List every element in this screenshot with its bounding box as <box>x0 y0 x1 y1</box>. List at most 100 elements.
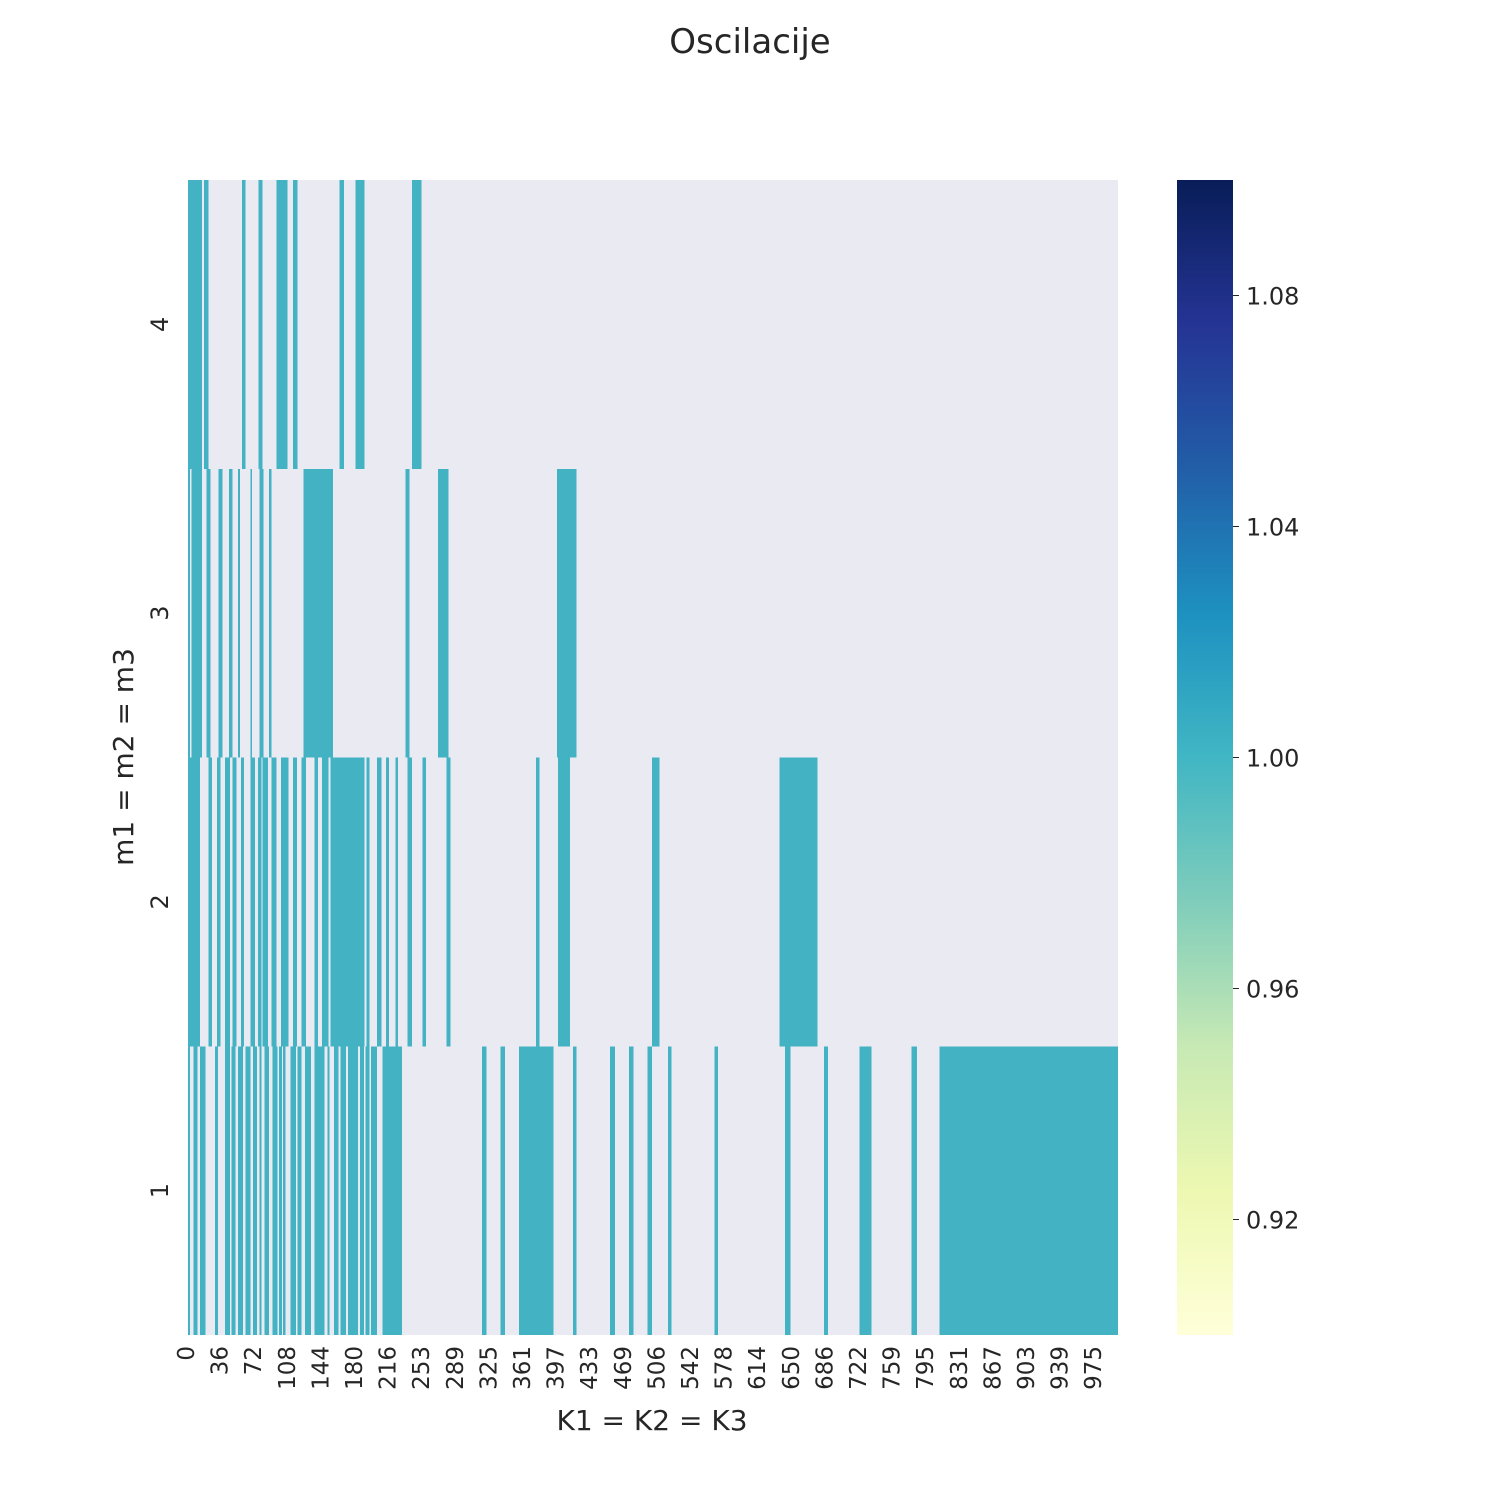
x-tick-labels: 0 36 72 108 144 180 216 253 289 325 361 397 433 469 50… <box>174 1346 1107 1390</box>
heatmap-cell <box>271 757 277 1047</box>
heatmap-cell <box>422 757 427 1047</box>
heatmap-cell <box>191 468 202 758</box>
heatmap-cell <box>366 757 370 1047</box>
colorbar-tick-label: 0.96 <box>1246 976 1299 1004</box>
heatmap-cell <box>290 1046 296 1335</box>
colorbar <box>1177 180 1233 1335</box>
colorbar-tick-labels: 0.92 0.96 1.00 1.04 1.08 <box>1233 283 1299 1235</box>
heatmap-cell <box>481 1046 487 1335</box>
heatmap-cell <box>911 1046 918 1335</box>
heatmap-cell <box>301 757 307 1047</box>
x-tick-label: 939 <box>1048 1346 1074 1390</box>
x-tick-label: 903 <box>1014 1346 1040 1390</box>
heatmap-cell <box>314 1046 320 1335</box>
heatmap-cell <box>193 1046 198 1335</box>
heatmap-cell <box>859 1046 872 1335</box>
heatmap-cell <box>208 757 213 1047</box>
x-axis-label: K1 = K2 = K3 <box>556 1404 747 1437</box>
heatmap-cell <box>319 1046 325 1335</box>
x-tick-label: 722 <box>846 1346 872 1390</box>
colorbar-tick-label: 0.92 <box>1246 1207 1299 1235</box>
y-tick-label: 1 <box>146 1183 174 1198</box>
heatmap-cell <box>714 1046 719 1335</box>
heatmap-cell <box>500 1046 506 1335</box>
heatmap-cell <box>340 1046 347 1335</box>
heatmap-cell <box>228 468 233 758</box>
heatmap-cell <box>232 757 237 1047</box>
heatmap-cell <box>349 757 361 1047</box>
heatmap-cell <box>939 1046 1118 1335</box>
heatmap-cell <box>390 1046 402 1335</box>
heatmap-cell <box>225 1046 230 1335</box>
heatmap-cell <box>355 180 365 469</box>
heatmap-cells <box>188 180 1118 1335</box>
heatmap-cell <box>250 468 253 758</box>
heatmap-cell <box>365 1046 370 1335</box>
heatmap-cell <box>238 1046 243 1335</box>
heatmap-cell <box>360 1046 364 1335</box>
heatmap-cell <box>241 180 246 469</box>
x-tick-label: 469 <box>611 1346 637 1390</box>
heatmap-cell <box>281 757 289 1047</box>
heatmap-cell <box>264 1046 269 1335</box>
heatmap-cell <box>557 468 577 758</box>
x-tick-label: 686 <box>812 1346 838 1390</box>
heatmap-cell <box>272 1046 278 1335</box>
heatmap-cell <box>257 757 262 1047</box>
x-tick-label: 867 <box>980 1346 1006 1390</box>
heatmap-cell <box>339 180 345 469</box>
heatmap-cell <box>262 757 268 1047</box>
heatmap-cell <box>305 1046 311 1335</box>
x-tick-label: 506 <box>644 1346 670 1390</box>
x-tick-label: 72 <box>241 1346 267 1375</box>
heatmap-cell <box>216 757 221 1047</box>
heatmap-cell <box>259 468 264 758</box>
x-tick-label: 36 <box>208 1346 234 1375</box>
y-tick-label: 3 <box>146 605 174 620</box>
x-tick-label: 831 <box>947 1346 973 1390</box>
heatmap-cell <box>200 1046 206 1335</box>
x-tick-label: 216 <box>376 1346 402 1390</box>
heatmap-cell <box>334 1046 339 1335</box>
heatmap-cell <box>241 757 244 1047</box>
heatmap-cell <box>647 1046 653 1335</box>
heatmap-cell <box>667 1046 672 1335</box>
y-tick-label: 4 <box>146 317 174 332</box>
heatmap-cell <box>386 757 389 1047</box>
heatmap-cell <box>558 757 571 1047</box>
chart-title: Oscilacije <box>669 22 831 62</box>
heatmap-cell <box>214 1046 218 1335</box>
x-tick-label: 614 <box>745 1346 771 1390</box>
heatmap-cell <box>407 757 413 1047</box>
x-tick-label: 253 <box>409 1346 435 1390</box>
heatmap-cell <box>293 757 297 1047</box>
x-tick-label: 542 <box>678 1346 704 1390</box>
heatmap-cell <box>573 1046 577 1335</box>
heatmap-cell <box>259 1046 262 1335</box>
heatmap-cell <box>628 1046 634 1335</box>
colorbar-tick-label: 1.00 <box>1246 745 1299 773</box>
colorbar-tick-label: 1.04 <box>1246 514 1299 542</box>
heatmap-cell <box>276 180 288 469</box>
heatmap-cell <box>535 757 540 1047</box>
heatmap-cell <box>371 1046 377 1335</box>
x-tick-label: 325 <box>476 1346 502 1390</box>
heatmap-cell <box>376 757 382 1047</box>
heatmap-cell <box>395 757 399 1047</box>
heatmap-cell <box>206 468 211 758</box>
heatmap-cell <box>446 757 451 1047</box>
heatmap-cell <box>203 180 209 469</box>
heatmap-cell <box>218 468 223 758</box>
heatmap-cell <box>231 1046 236 1335</box>
heatmap-cell <box>519 1046 554 1335</box>
heatmap-cell <box>188 468 190 758</box>
heatmap-cell <box>327 1046 330 1335</box>
y-tick-labels: 1 2 3 4 <box>146 317 174 1199</box>
heatmap-cell <box>610 1046 615 1335</box>
heatmap-cell <box>253 1046 257 1335</box>
heatmap-cell <box>347 1046 354 1335</box>
heatmap-cell <box>258 180 263 469</box>
heatmap-cell <box>314 757 319 1047</box>
heatmap-cell <box>188 1046 190 1335</box>
